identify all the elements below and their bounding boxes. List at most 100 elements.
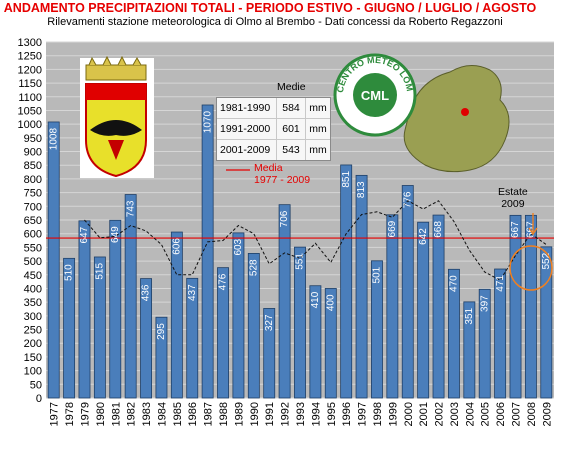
annotation-line2: 2009 [501, 198, 525, 210]
annotation-arrow [528, 213, 538, 236]
y-tick-label: 250 [24, 325, 42, 337]
x-tick-label: 2006 [495, 402, 507, 426]
mean-legend-swatch [226, 169, 250, 171]
x-tick-label: 1996 [341, 402, 353, 426]
bar-value-label: 510 [64, 264, 75, 281]
x-tick-label: 1993 [295, 402, 307, 426]
bar [355, 174, 368, 399]
x-tick-label: 1985 [172, 402, 184, 426]
y-axis: 0501001502002503003504004505005506006507… [18, 37, 42, 405]
x-tick-label: 1991 [264, 402, 276, 426]
x-tick-label: 1994 [310, 402, 322, 426]
bar [509, 214, 522, 399]
y-tick-label: 750 [24, 188, 42, 200]
unit-cell: mm [309, 102, 327, 114]
bar [186, 277, 199, 399]
bar-value-label: 295 [156, 323, 167, 340]
y-tick-label: 950 [24, 133, 42, 145]
x-tick-label: 1988 [218, 402, 230, 426]
table-row: 2001-2009 543 mm [217, 140, 330, 160]
x-tick-label: 1995 [326, 402, 338, 426]
y-tick-label: 650 [24, 215, 42, 227]
x-tick-label: 2007 [511, 402, 523, 426]
bar [124, 194, 137, 399]
y-tick-label: 550 [24, 242, 42, 254]
bar [294, 246, 306, 399]
bar-value-label: 515 [95, 263, 106, 280]
bar-value-label: 851 [341, 171, 352, 188]
table-row: 1981-1990 584 mm [217, 98, 330, 119]
y-tick-label: 1250 [18, 51, 42, 63]
bar [432, 214, 445, 399]
y-tick-label: 300 [24, 311, 42, 323]
x-tick-label: 2005 [480, 402, 492, 426]
bar [309, 285, 322, 399]
unit-cell: mm [309, 123, 327, 135]
bar [47, 121, 60, 399]
bar-value-label: 351 [464, 307, 475, 324]
bar [340, 164, 353, 399]
annotation-line1: Estate [498, 186, 528, 198]
averages-table: 1981-1990 584 mm 1991-2000 601 mm 2001-2… [216, 97, 331, 161]
mean-legend: Media 1977 - 2009 [254, 162, 310, 186]
bar-value-label: 603 [233, 238, 244, 255]
y-tick-label: 1100 [18, 92, 42, 104]
bar-value-label: 528 [248, 259, 259, 276]
bar-value-label: 667 [526, 221, 537, 238]
bar [371, 260, 383, 399]
y-tick-label: 1300 [18, 37, 42, 49]
y-tick-label: 450 [24, 270, 42, 282]
bar-value-label: 669 [387, 220, 398, 237]
bar-value-label: 1070 [202, 111, 213, 134]
y-tick-label: 850 [24, 160, 42, 172]
bar [63, 257, 76, 399]
bar [140, 278, 153, 399]
bar-value-label: 642 [418, 228, 429, 245]
x-tick-label: 1989 [233, 402, 245, 426]
x-tick-label: 1986 [187, 402, 199, 426]
mean-legend-period: 1977 - 2009 [254, 174, 311, 186]
y-tick-label: 900 [24, 147, 42, 159]
bar [109, 219, 122, 399]
x-tick-label: 1978 [64, 402, 76, 426]
bar-value-label: 551 [295, 253, 306, 270]
bar [201, 104, 214, 399]
chart-title: ANDAMENTO PRECIPITAZIONI TOTALI - PERIOD… [3, 1, 537, 15]
bar [324, 288, 337, 399]
bar-value-label: 470 [449, 275, 460, 292]
x-axis: 1977 1978 1979 1980 1981 1982 1983 1984 1985 1986… [49, 402, 554, 426]
bar-value-label: 706 [279, 210, 290, 227]
lombardy-map [403, 65, 510, 173]
y-tick-label: 350 [24, 297, 42, 309]
y-tick-label: 500 [24, 256, 42, 268]
highlight-circle [509, 245, 553, 291]
bar [447, 268, 460, 399]
bar-value-label: 552 [541, 252, 552, 269]
x-tick-label: 2009 [541, 402, 553, 426]
x-tick-label: 1977 [49, 402, 61, 426]
x-tick-label: 2004 [464, 402, 476, 426]
bar-value-label: 400 [325, 294, 336, 311]
bar [247, 253, 260, 399]
y-tick-label: 0 [36, 393, 42, 405]
bar [232, 232, 245, 399]
bar-value-label: 437 [187, 284, 198, 301]
y-tick-label: 1000 [18, 119, 42, 131]
bar-value-label: 327 [264, 314, 275, 331]
bar [78, 220, 91, 399]
value-cell: 601 [277, 119, 306, 139]
value-cell: 584 [277, 98, 306, 118]
x-tick-label: 1998 [372, 402, 384, 426]
x-tick-label: 2000 [403, 402, 415, 426]
table-row: 1991-2000 601 mm [217, 119, 330, 140]
bar-value-label: 667 [510, 221, 521, 238]
bar [463, 301, 476, 399]
y-tick-label: 600 [24, 229, 42, 241]
bar [401, 185, 414, 399]
bar-value-label: 647 [79, 226, 90, 243]
value-cell: 543 [277, 140, 306, 160]
bar [170, 231, 183, 399]
stats-table-title: Medie [277, 81, 306, 93]
x-tick-label: 1990 [249, 402, 261, 426]
